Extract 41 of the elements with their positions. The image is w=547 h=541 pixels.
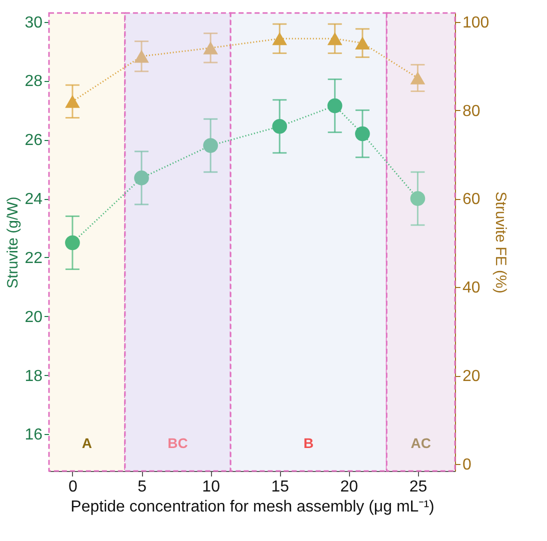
- y-tick-label: 26: [24, 132, 43, 150]
- point: [272, 32, 288, 46]
- point: [410, 191, 426, 206]
- band-label: B: [304, 435, 314, 451]
- point: [355, 36, 370, 50]
- y2-tick-label: 0: [462, 456, 472, 474]
- y-tick-label: 28: [24, 73, 43, 90]
- x-tick-label: 5: [138, 478, 147, 496]
- y2-axis-title: Struvite FE (%): [492, 192, 510, 294]
- y-tick-label: 30: [24, 14, 43, 32]
- y-axis-title: Struvite (g/W): [4, 196, 22, 288]
- point: [327, 98, 342, 114]
- y2-tick-label: 40: [462, 280, 480, 297]
- point: [410, 72, 426, 84]
- x-tick-label: 25: [409, 478, 428, 496]
- y2-tick-label: 20: [462, 368, 480, 386]
- x-tick-label: 20: [340, 478, 358, 496]
- y-tick-label: 22: [24, 250, 43, 267]
- point: [327, 32, 342, 46]
- y-tick-label: 18: [24, 368, 43, 385]
- x-tick-label: 0: [68, 478, 78, 496]
- point: [65, 235, 80, 250]
- x-axis-title: Peptide concentration for mesh assembly (μg mL⁻¹): [70, 498, 434, 516]
- x-tick-label: 15: [271, 478, 290, 496]
- band-label: BC: [168, 435, 188, 451]
- point: [272, 118, 288, 134]
- y-tick-label: 16: [24, 426, 43, 444]
- y2-tick-label: 60: [462, 191, 480, 208]
- point: [203, 42, 218, 54]
- x-tick-label: 10: [202, 478, 220, 496]
- point: [203, 138, 218, 153]
- point: [355, 126, 370, 142]
- y2-tick-label: 80: [462, 102, 480, 120]
- point: [134, 50, 149, 63]
- band-label: A: [82, 435, 92, 451]
- y-tick-label: 24: [24, 191, 43, 208]
- band-label: AC: [410, 435, 431, 451]
- y-tick-label: 20: [24, 308, 43, 326]
- point: [65, 94, 80, 108]
- point: [134, 170, 149, 186]
- y2-tick-label: 100: [462, 14, 490, 32]
